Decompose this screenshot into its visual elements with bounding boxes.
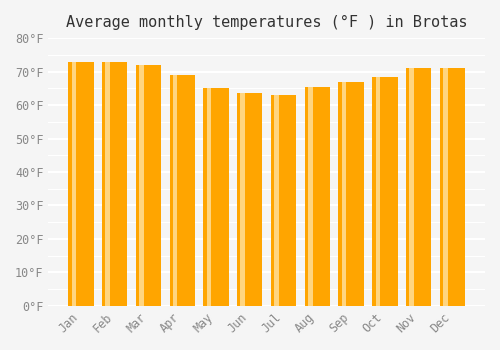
Bar (338, 82, 364, 306)
Bar (139, 65, 143, 306)
Bar (173, 75, 178, 306)
Bar (410, 68, 414, 306)
Bar (376, 77, 380, 306)
Bar (443, 68, 448, 306)
Bar (308, 87, 312, 306)
Bar (204, 88, 229, 306)
Bar (271, 95, 296, 306)
Bar (240, 93, 245, 306)
Bar (102, 62, 128, 306)
Bar (342, 82, 346, 306)
Bar (106, 62, 110, 306)
Bar (406, 68, 431, 306)
Bar (136, 65, 161, 306)
Bar (372, 77, 398, 306)
Bar (68, 62, 94, 306)
Bar (304, 87, 330, 306)
Bar (274, 95, 279, 306)
Bar (440, 68, 465, 306)
Bar (170, 75, 195, 306)
Bar (206, 88, 211, 306)
Title: Average monthly temperatures (°F ) in Brotas: Average monthly temperatures (°F ) in Br… (66, 15, 468, 30)
Bar (72, 62, 76, 306)
Bar (237, 93, 262, 306)
